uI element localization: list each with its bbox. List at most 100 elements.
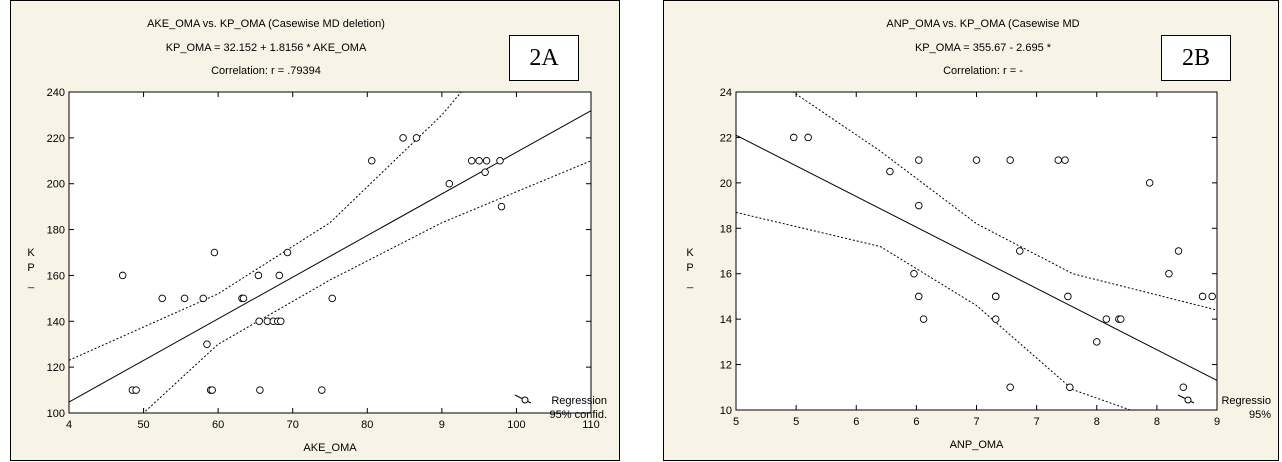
data-point (483, 157, 490, 164)
data-point (915, 157, 922, 164)
data-point (257, 387, 264, 394)
data-point (255, 272, 262, 279)
data-point (1146, 180, 1153, 187)
data-point (284, 249, 291, 256)
data-point (211, 249, 218, 256)
panel-label-2a: 2A (509, 35, 579, 81)
data-point (368, 157, 375, 164)
x-tick-label: 100 (507, 419, 525, 431)
legend-entry: 95% confid. (550, 409, 607, 421)
y-tick-label: 16 (720, 269, 732, 281)
x-axis-label: ANP_OMA (950, 439, 1004, 451)
data-point (482, 169, 489, 176)
data-point (133, 387, 140, 394)
y-tick-label: 160 (47, 270, 65, 282)
chart-title: AKE_OMA vs. KP_OMA (Casewise MD deletion… (147, 18, 385, 30)
y-tick-label: 180 (47, 225, 65, 237)
x-tick-label: 6 (853, 416, 859, 428)
y-axis-label-char: K (27, 247, 35, 259)
x-tick-label: 9 (439, 419, 445, 431)
x-tick-label: 9 (1214, 416, 1220, 428)
data-point (915, 293, 922, 300)
data-point (318, 387, 325, 394)
data-point (1007, 157, 1014, 164)
y-tick-label: 240 (47, 87, 65, 99)
regression-equation: KP_OMA = 32.152 + 1.8156 * AKE_OMA (166, 42, 367, 54)
data-point (1252, 270, 1259, 277)
y-tick-label: 14 (720, 314, 732, 326)
legend-entry: Regression (551, 395, 607, 407)
data-point (476, 157, 483, 164)
data-point (992, 316, 999, 323)
data-point (1065, 293, 1072, 300)
y-axis-label-char: P (686, 262, 693, 274)
legend-point-swatch (522, 397, 528, 403)
y-tick-label: 100 (47, 408, 65, 420)
y-tick-label: 24 (720, 87, 732, 99)
regression-equation: KP_OMA = 355.67 - 2.695 * (915, 42, 1052, 54)
x-tick-label: 60 (212, 419, 224, 431)
data-point (1118, 316, 1125, 323)
data-point (159, 295, 166, 302)
y-tick-label: 12 (720, 360, 732, 372)
legend-entry: Regressio (1221, 395, 1271, 407)
x-tick-label: 80 (361, 419, 373, 431)
data-point (498, 203, 505, 210)
data-point (1007, 384, 1014, 391)
y-tick-label: 120 (47, 362, 65, 374)
data-point (181, 295, 188, 302)
chart-panel-2a: AKE_OMA vs. KP_OMA (Casewise MD deletion… (10, 0, 620, 461)
data-point (329, 295, 336, 302)
data-point (119, 272, 126, 279)
x-tick-label: 5 (793, 416, 799, 428)
data-point (992, 293, 999, 300)
x-tick-label: 5 (733, 416, 739, 428)
x-tick-label: 70 (287, 419, 299, 431)
x-axis-label: AKE_OMA (303, 442, 357, 454)
data-point (973, 157, 980, 164)
data-point (446, 180, 453, 187)
x-tick-label: 7 (973, 416, 979, 428)
data-point (805, 134, 812, 141)
legend-entry: 95% (1249, 409, 1271, 421)
data-point (790, 134, 797, 141)
data-point (1209, 293, 1216, 300)
x-tick-label: 6 (913, 416, 919, 428)
y-tick-label: 20 (720, 178, 732, 190)
y-axis-label-char: _ (686, 277, 694, 289)
data-point (1055, 157, 1062, 164)
x-tick-label: 4 (66, 419, 72, 431)
correlation-text: Correlation: r = - (943, 65, 1023, 77)
x-tick-label: 7 (1034, 416, 1040, 428)
x-tick-label: 50 (137, 419, 149, 431)
data-point (240, 295, 247, 302)
plot-area (69, 92, 591, 413)
data-point (1199, 293, 1206, 300)
x-tick-label: 8 (1154, 416, 1160, 428)
data-point (1062, 157, 1069, 164)
data-point (276, 272, 283, 279)
legend-point-swatch (1185, 397, 1191, 403)
data-point (920, 316, 927, 323)
data-point (1180, 384, 1187, 391)
data-point (209, 387, 216, 394)
data-point (1175, 248, 1182, 255)
data-point (911, 270, 918, 277)
data-point (1166, 270, 1173, 277)
y-axis-label-char: _ (27, 277, 35, 289)
data-point (497, 157, 504, 164)
y-tick-label: 220 (47, 133, 65, 145)
data-point (1016, 248, 1023, 255)
y-tick-label: 200 (47, 179, 65, 191)
data-point (200, 295, 207, 302)
data-point (256, 318, 263, 325)
panel-label-2b: 2B (1161, 35, 1231, 81)
data-point (1103, 316, 1110, 323)
y-tick-label: 10 (720, 405, 732, 417)
data-point (1093, 339, 1100, 346)
data-point (413, 135, 420, 142)
data-point (400, 135, 407, 142)
correlation-text: Correlation: r = .79394 (211, 65, 321, 77)
y-axis-label-char: K (686, 247, 694, 259)
